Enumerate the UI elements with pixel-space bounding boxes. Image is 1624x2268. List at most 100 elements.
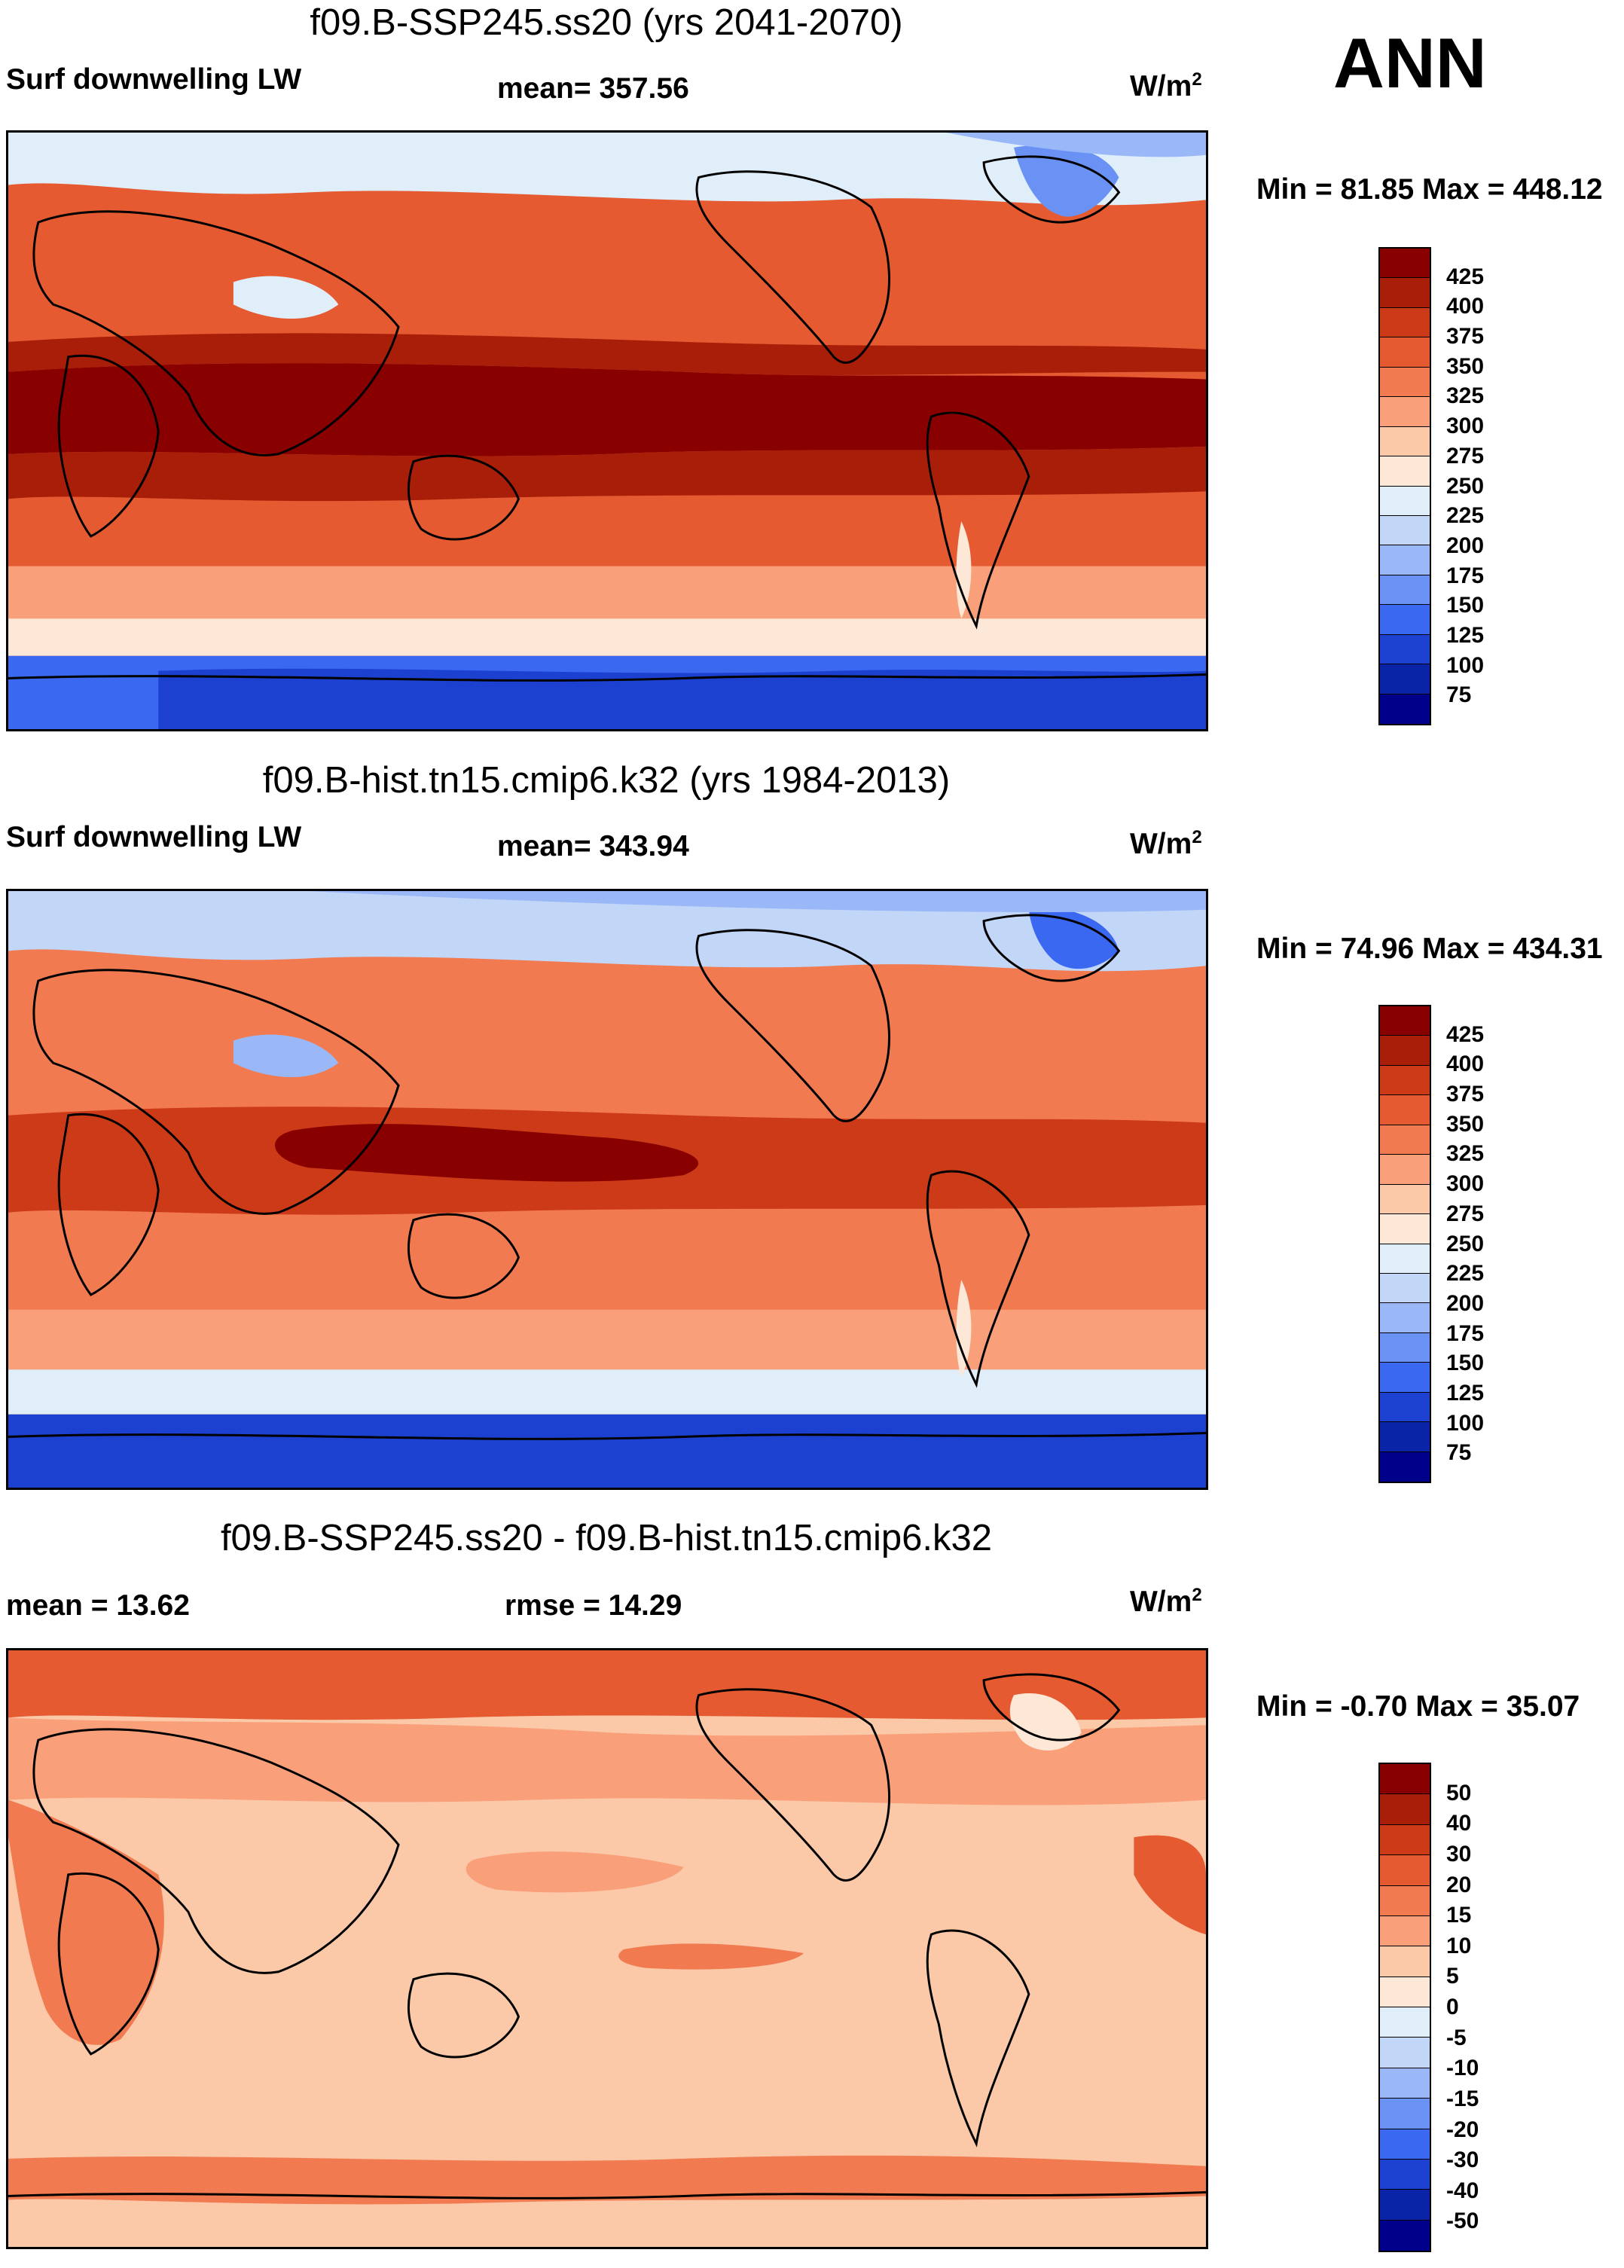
colorbar-swatch xyxy=(1380,545,1430,575)
units-label: W/m2 xyxy=(1130,827,1202,860)
colorbar-swatch xyxy=(1380,2099,1430,2129)
min-max-label: Min = -0.70 Max = 35.07 xyxy=(1256,1690,1580,1723)
colorbar-tick: 150 xyxy=(1446,593,1485,618)
colorbar-tick: 50 xyxy=(1446,1780,1472,1806)
colorbar-swatch xyxy=(1380,1976,1430,2007)
colorbar-tick: -5 xyxy=(1446,2025,1467,2050)
colorbar-swatch xyxy=(1380,337,1430,368)
colorbar-tick: 325 xyxy=(1446,383,1485,409)
colorbar-tick: 400 xyxy=(1446,294,1485,319)
colorbar-tick: 125 xyxy=(1446,1380,1485,1406)
colorbar-swatch xyxy=(1380,1273,1430,1304)
colorbar-swatch xyxy=(1380,664,1430,694)
colorbar-swatch xyxy=(1380,2159,1430,2190)
colorbar-swatch xyxy=(1380,2007,1430,2038)
colorbar-tick: 225 xyxy=(1446,1261,1485,1287)
map-frame xyxy=(6,889,1208,1490)
colorbar-tick: 225 xyxy=(1446,503,1485,529)
colorbar-tick: 100 xyxy=(1446,652,1485,678)
colorbar-tick: 30 xyxy=(1446,1841,1472,1867)
colorbar-swatch xyxy=(1380,1885,1430,1916)
colorbar-tick: -40 xyxy=(1446,2178,1479,2203)
colorbar-swatch xyxy=(1380,1764,1430,1795)
colorbar-swatch xyxy=(1380,605,1430,635)
colorbar-tick: 325 xyxy=(1446,1141,1485,1167)
colorbar-swatch xyxy=(1380,515,1430,546)
colorbar-tick: 175 xyxy=(1446,563,1485,588)
colorbar-swatch xyxy=(1380,1915,1430,1947)
colorbar-tick: 425 xyxy=(1446,264,1485,289)
colorbar-tick: 200 xyxy=(1446,1290,1485,1316)
colorbar-swatch xyxy=(1380,2190,1430,2221)
colorbar-tick: 300 xyxy=(1446,1171,1485,1197)
field-map xyxy=(8,133,1206,729)
colorbar-swatch xyxy=(1380,367,1430,398)
colorbar-swatch xyxy=(1380,307,1430,338)
colorbar-swatch xyxy=(1380,1363,1430,1393)
colorbar xyxy=(1378,1005,1431,1483)
panel-title: f09.B-SSP245.ss20 - f09.B-hist.tn15.cmip… xyxy=(220,1518,993,1558)
colorbar-swatch xyxy=(1380,486,1430,516)
colorbar-tick: -50 xyxy=(1446,2208,1479,2234)
colorbar-swatch xyxy=(1380,1214,1430,1244)
colorbar-tick: 350 xyxy=(1446,353,1485,379)
colorbar-tick: 15 xyxy=(1446,1903,1472,1928)
colorbar-tick: 200 xyxy=(1446,533,1485,558)
mean-label: mean= 357.56 xyxy=(497,72,689,105)
panel-title: f09.B-hist.tn15.cmip6.k32 (yrs 1984-2013… xyxy=(262,760,951,801)
colorbar-swatch xyxy=(1380,694,1430,724)
colorbar-swatch xyxy=(1380,2038,1430,2068)
rmse-label: rmse = 14.29 xyxy=(505,1589,682,1622)
field-map xyxy=(8,891,1206,1488)
colorbar-swatch xyxy=(1380,1155,1430,1185)
colorbar-tick: 250 xyxy=(1446,473,1485,499)
colorbar-tick: -20 xyxy=(1446,2117,1479,2142)
colorbar-swatch xyxy=(1380,1244,1430,1274)
colorbar-swatch xyxy=(1380,2068,1430,2099)
season-label: ANN xyxy=(1333,23,1487,102)
colorbar-swatch xyxy=(1380,1065,1430,1096)
colorbar-swatch xyxy=(1380,1392,1430,1423)
colorbar-tick: 425 xyxy=(1446,1021,1485,1047)
colorbar-tick: 10 xyxy=(1446,1933,1472,1958)
colorbar-tick: 100 xyxy=(1446,1410,1485,1436)
colorbar-swatch xyxy=(1380,1946,1430,1977)
units-label: W/m2 xyxy=(1130,69,1202,102)
colorbar xyxy=(1378,1763,1431,2252)
colorbar-tick: 40 xyxy=(1446,1811,1472,1836)
min-max-label: Min = 81.85 Max = 448.12 xyxy=(1256,173,1603,206)
colorbar-tick: 0 xyxy=(1446,1995,1459,2019)
colorbar-swatch xyxy=(1380,1095,1430,1125)
colorbar-tick: 250 xyxy=(1446,1231,1485,1256)
colorbar-tick: 75 xyxy=(1446,1440,1472,1466)
colorbar-tick: 375 xyxy=(1446,324,1485,350)
colorbar-tick: -15 xyxy=(1446,2086,1479,2111)
variable-label: Surf downwelling LW xyxy=(6,821,302,853)
colorbar-swatch xyxy=(1380,1125,1430,1155)
colorbar-swatch xyxy=(1380,1006,1430,1036)
colorbar-swatch xyxy=(1380,1824,1430,1856)
mean-label: mean = 13.62 xyxy=(6,1589,190,1622)
colorbar-tick: 175 xyxy=(1446,1320,1485,1346)
map-frame xyxy=(6,1648,1208,2249)
colorbar-swatch xyxy=(1380,1332,1430,1363)
colorbar-tick: 150 xyxy=(1446,1351,1485,1376)
colorbar-swatch xyxy=(1380,1855,1430,1886)
colorbar-tick: 5 xyxy=(1446,1964,1459,1989)
colorbar xyxy=(1378,247,1431,725)
colorbar-swatch xyxy=(1380,575,1430,606)
colorbar-swatch xyxy=(1380,1422,1430,1452)
colorbar-swatch xyxy=(1380,1794,1430,1825)
colorbar-tick: 20 xyxy=(1446,1872,1472,1897)
mean-label: mean= 343.94 xyxy=(497,830,689,862)
field-map xyxy=(8,1650,1206,2247)
colorbar-tick: 300 xyxy=(1446,414,1485,439)
colorbar-swatch xyxy=(1380,426,1430,457)
colorbar-swatch xyxy=(1380,249,1430,279)
colorbar-swatch xyxy=(1380,278,1430,308)
colorbar-tick: 75 xyxy=(1446,682,1472,708)
colorbar-tick: 400 xyxy=(1446,1052,1485,1077)
colorbar-tick: 125 xyxy=(1446,622,1485,648)
map-frame xyxy=(6,130,1208,731)
colorbar-swatch xyxy=(1380,1036,1430,1066)
